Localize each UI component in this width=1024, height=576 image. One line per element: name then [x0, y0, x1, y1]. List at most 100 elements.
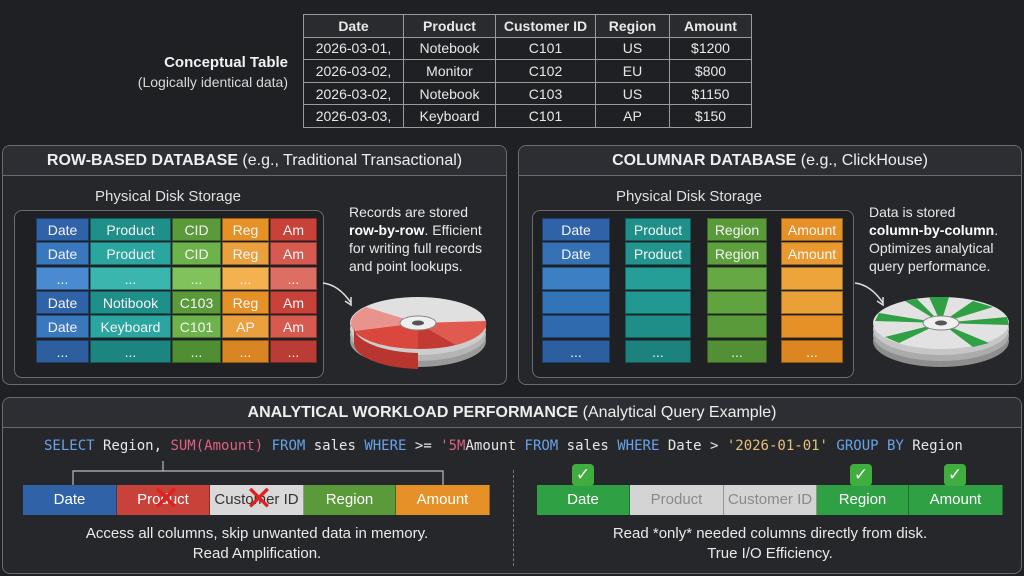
col-panel-title-rest: (e.g., ClickHouse)	[796, 152, 928, 169]
col-arrow-icon	[854, 282, 884, 307]
query-part: WHERE	[617, 438, 660, 454]
cross-icon: ✕	[151, 480, 181, 518]
table-cell: Notebook	[403, 81, 496, 106]
query-part: GROUP BY	[828, 438, 904, 454]
analytical-panel: ANALYTICAL WORKLOAD PERFORMANCE (Analyti…	[2, 397, 1022, 574]
query-part: SUM(Amount)	[170, 438, 264, 454]
row-grid-cell: Product	[90, 218, 171, 241]
row-bar-segment: Amount	[396, 485, 490, 515]
query-part: FROM	[263, 438, 306, 454]
col-grid-cell: Region	[707, 218, 767, 241]
query-part: '5M	[440, 438, 466, 454]
col-desc-line1: Data is stored	[869, 204, 956, 220]
row-grid-cell: ...	[222, 267, 269, 290]
row-caption-line2: Read Amplification.	[192, 545, 322, 562]
col-panel-title: COLUMNAR DATABASE	[612, 152, 797, 169]
row-grid-cell: ...	[172, 340, 221, 363]
col-grid-cell	[707, 315, 767, 338]
row-grid-cell: AP	[222, 315, 269, 338]
row-disk-icon	[350, 297, 487, 369]
col-desc-bold: column-by-column	[869, 222, 995, 238]
row-grid-cell: CID	[172, 218, 221, 241]
col-grid-cell	[542, 267, 610, 290]
row-grid-cell: Date	[36, 291, 89, 314]
row-caption-line1: Access all columns, skip unwanted data i…	[85, 525, 429, 542]
query-part: sales	[558, 438, 618, 454]
row-caption: Access all columns, skip unwanted data i…	[23, 524, 491, 564]
col-grid-cell: ...	[625, 340, 691, 363]
row-based-panel: ROW-BASED DATABASE (e.g., Traditional Tr…	[2, 145, 507, 385]
col-grid-cell	[542, 315, 610, 338]
header-product: Product	[403, 14, 496, 38]
col-desc-line2: .	[994, 222, 999, 238]
divider	[513, 470, 514, 566]
col-disk-icon	[873, 297, 1009, 367]
table-cell: $1150	[669, 81, 752, 106]
query-part: Region,	[94, 438, 171, 454]
header-date: Date	[303, 14, 404, 38]
col-grid-cell	[542, 291, 610, 314]
row-grid-cell: C101	[172, 315, 221, 338]
row-bar-segment: Date	[23, 485, 117, 515]
sql-query: SELECT Region, SUM(Amount) FROM sales WH…	[44, 438, 963, 454]
row-grid-cell: Am	[270, 291, 317, 314]
row-grid-cell: Product	[90, 242, 171, 265]
table-cell: 2026-03-02,	[303, 81, 404, 106]
row-arrow-icon	[322, 282, 352, 307]
row-bar-segment: Product	[117, 485, 210, 515]
query-part: SELECT	[44, 438, 95, 454]
columnar-panel: COLUMNAR DATABASE (e.g., ClickHouse) Phy…	[518, 145, 1022, 385]
col-grid-cell	[781, 291, 843, 314]
table-row: 2026-03-03, Keyboard C101 AP $150	[303, 104, 752, 128]
row-grid-cell: Keyboard	[90, 315, 171, 338]
query-part: Region	[903, 438, 963, 454]
row-description: Records are stored row-by-row. Efficient…	[349, 203, 509, 275]
col-caption-line2: True I/O Efficiency.	[707, 545, 833, 562]
row-desc-bold: row-by-row	[349, 222, 425, 238]
row-grid-cell: ...	[90, 267, 171, 290]
table-row: 2026-03-02, Notebook C103 US $1150	[303, 81, 752, 106]
row-desc-line1: Records are stored	[349, 204, 469, 220]
table-cell: US	[595, 81, 670, 106]
header-amount: Amount	[669, 14, 752, 38]
analytical-title-rest: (Analytical Query Example)	[578, 404, 777, 421]
table-cell: 2026-03-02,	[303, 59, 404, 83]
col-panel-header: COLUMNAR DATABASE (e.g., ClickHouse)	[519, 146, 1021, 176]
table-cell: C101	[495, 104, 596, 128]
col-grid-cell	[781, 315, 843, 338]
query-part: FROM	[524, 438, 559, 454]
cross-icon: ✕	[244, 480, 274, 518]
col-grid-cell: ...	[707, 340, 767, 363]
row-bracket	[72, 461, 444, 485]
col-grid-cell: Product	[625, 242, 691, 265]
table-cell: Notebook	[403, 36, 496, 61]
row-grid-cell: ...	[90, 340, 171, 363]
query-part: >=	[406, 438, 441, 454]
row-grid-cell: ...	[36, 340, 89, 363]
table-cell: Monitor	[403, 59, 496, 83]
header-customer-id: Customer ID	[495, 14, 596, 38]
row-grid-cell: Date	[36, 218, 89, 241]
row-grid-cell: Reg	[222, 218, 269, 241]
col-grid-cell: Amount	[781, 218, 843, 241]
table-cell: C103	[495, 81, 596, 106]
check-icon: ✓	[572, 464, 594, 486]
query-part: sales	[305, 438, 365, 454]
row-grid-cell: Date	[36, 315, 89, 338]
row-bar-segment: Customer ID	[210, 485, 304, 515]
table-row: 2026-03-01, Notebook C101 US $1200	[303, 36, 752, 61]
table-cell: 2026-03-01,	[303, 36, 404, 61]
col-grid-cell: ...	[542, 340, 610, 363]
row-grid-cell: Date	[36, 242, 89, 265]
check-icon: ✓	[850, 464, 872, 486]
col-grid-cell: Date	[542, 242, 610, 265]
col-grid-cell: ...	[781, 340, 843, 363]
col-grid-cell	[625, 315, 691, 338]
table-cell: 2026-03-03,	[303, 104, 404, 128]
table-cell: $800	[669, 59, 752, 83]
table-cell: AP	[595, 104, 670, 128]
row-grid-cell: ...	[270, 267, 317, 290]
row-grid-cell: Am	[270, 315, 317, 338]
col-bar-segment: Customer ID	[724, 485, 817, 515]
row-grid-cell: CID	[172, 242, 221, 265]
